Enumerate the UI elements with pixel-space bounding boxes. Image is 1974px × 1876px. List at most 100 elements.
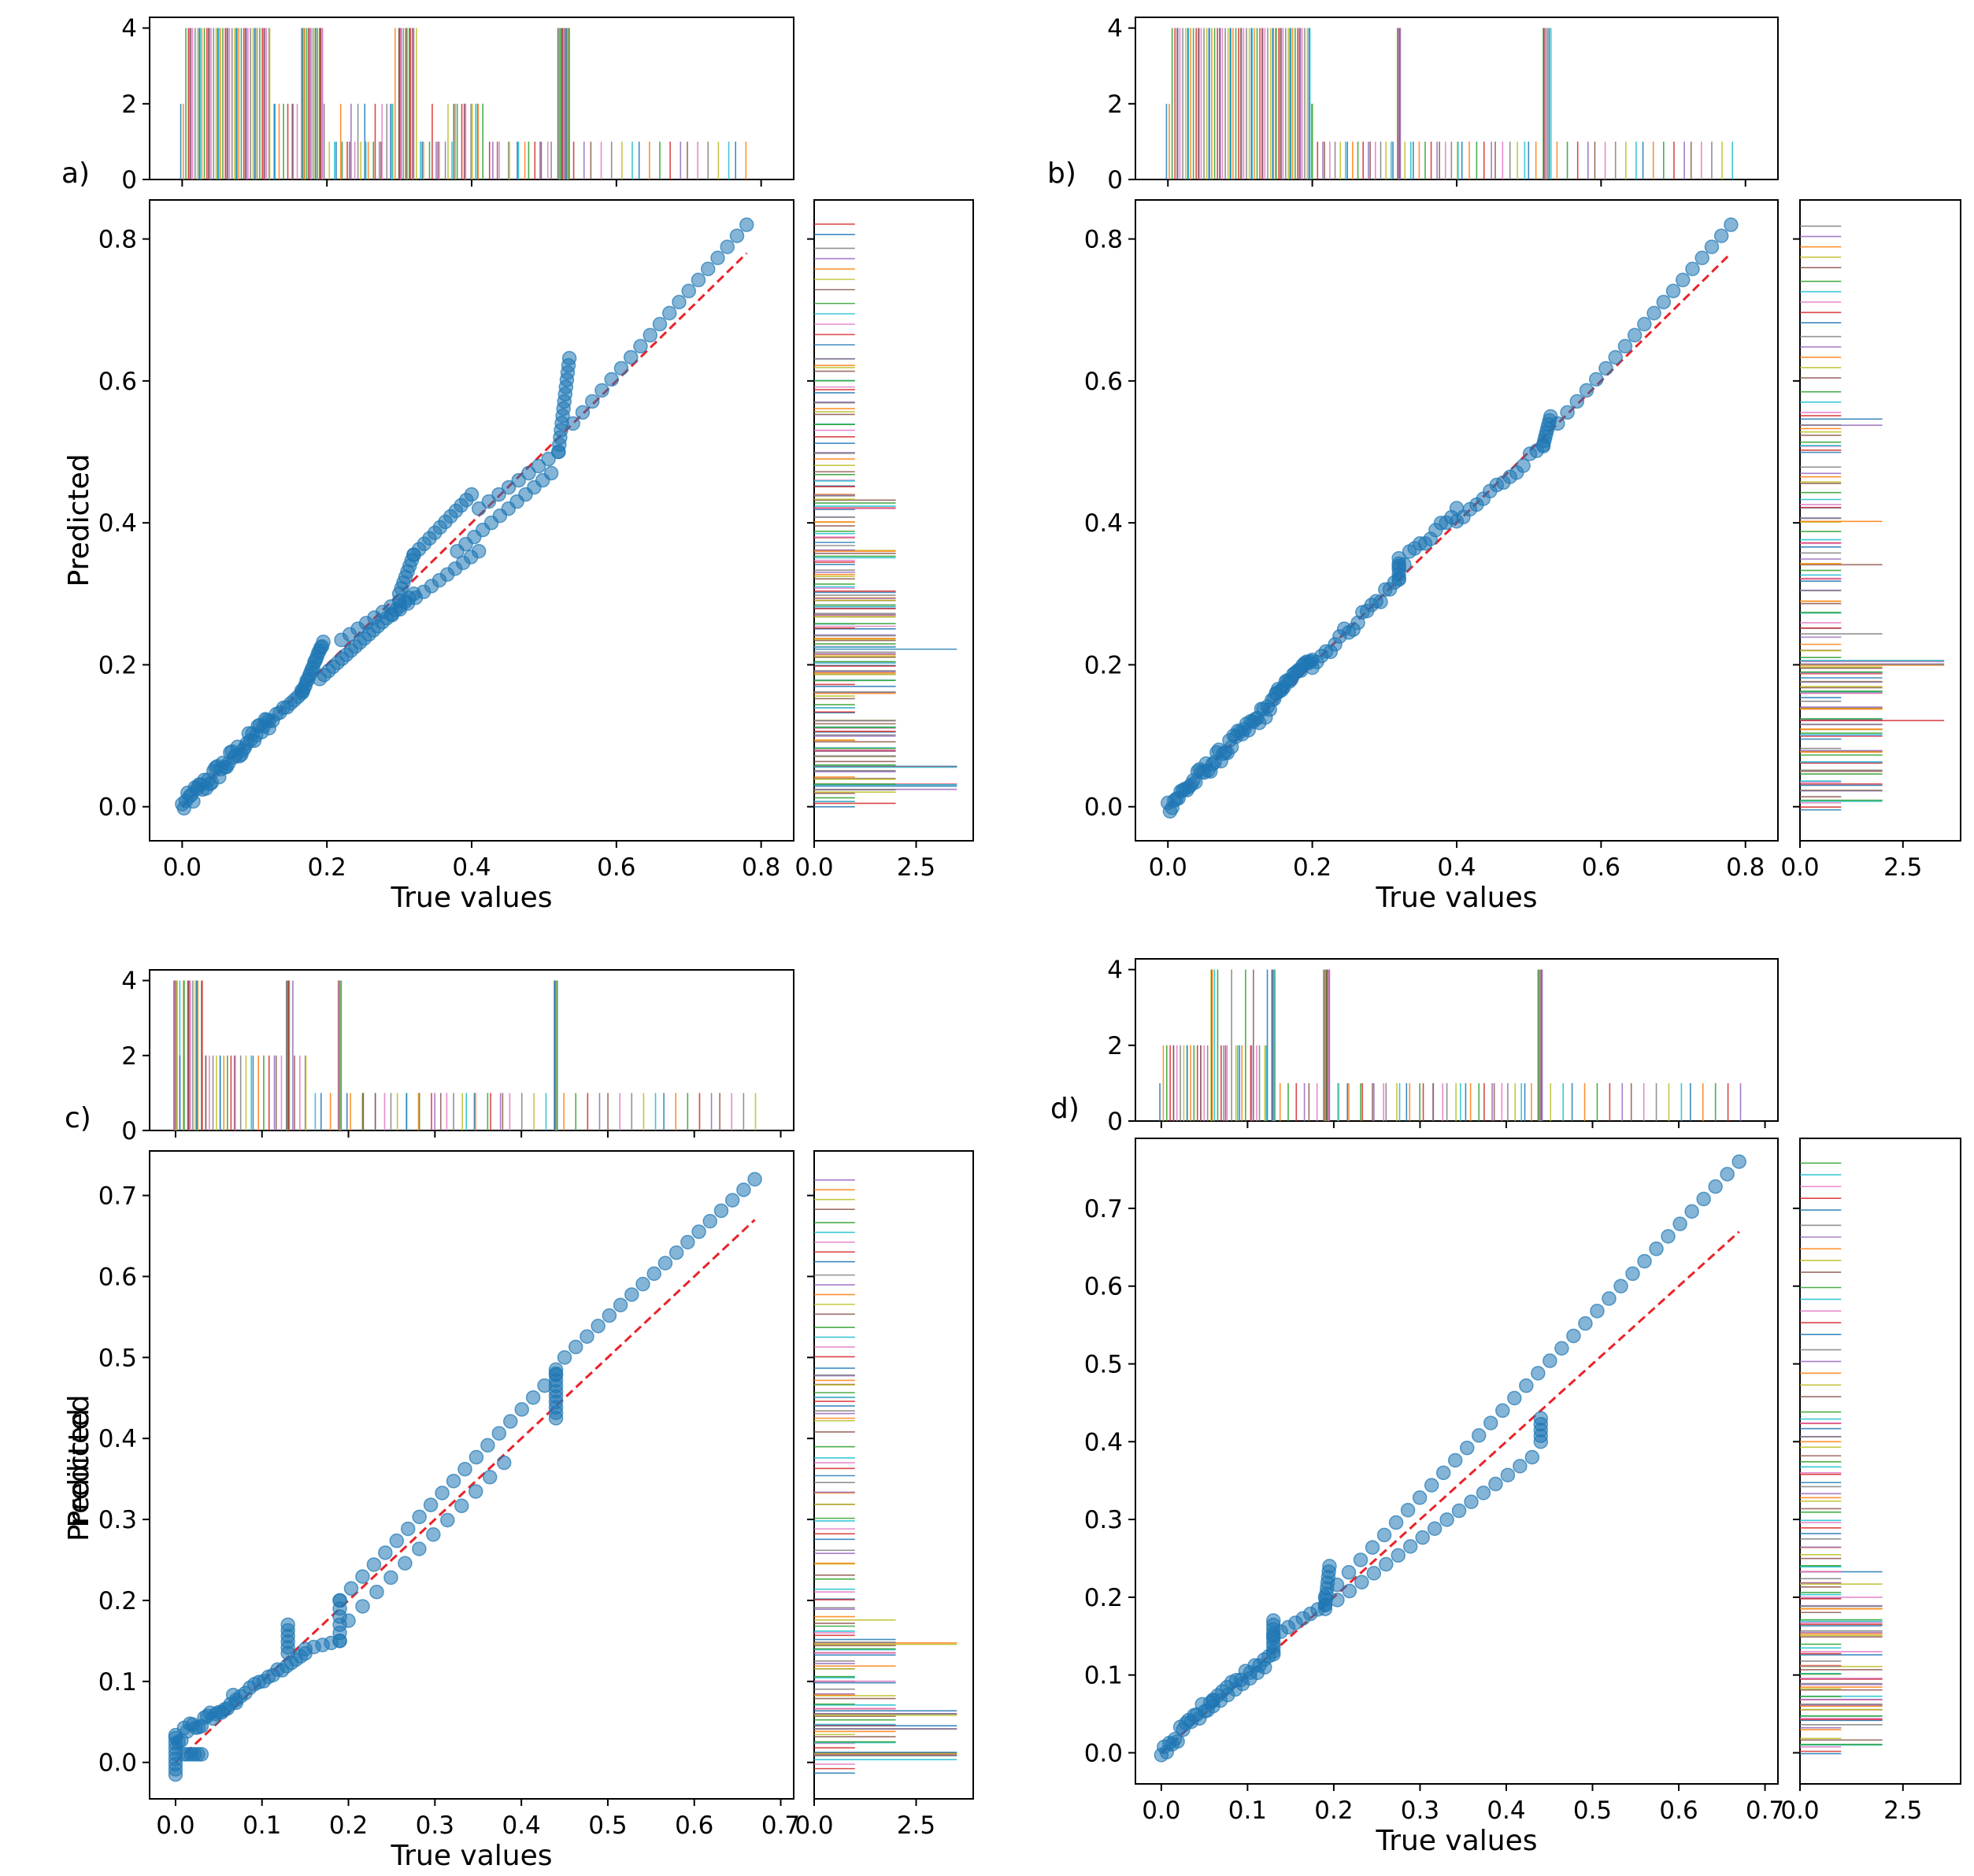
- hist-tick-label: 0: [121, 1117, 137, 1145]
- reference-line: [1160, 1230, 1740, 1754]
- x-tick-label: 0.0: [156, 1811, 194, 1840]
- y-tick-label: 0.0: [98, 794, 137, 822]
- y-axis-title: Predicted: [63, 1395, 95, 1528]
- data-point: [1388, 1515, 1404, 1530]
- data-point: [355, 1569, 370, 1584]
- x-tick-label: 0.6: [675, 1811, 713, 1840]
- y-tick-label: 0.0: [1084, 794, 1123, 822]
- data-point: [1627, 327, 1643, 343]
- y-tick-label: 0.7: [1084, 1195, 1123, 1223]
- main-axes-frame: [149, 1150, 794, 1800]
- data-point: [1439, 1512, 1454, 1527]
- hist-tick-label: 0: [121, 166, 137, 194]
- x-tick-label: 0.8: [1726, 853, 1765, 882]
- data-point: [1170, 1734, 1185, 1749]
- data-point: [1578, 1315, 1593, 1331]
- y-tick-label: 0.5: [98, 1344, 137, 1372]
- data-point: [561, 350, 577, 366]
- data-point: [1513, 1459, 1528, 1474]
- data-point: [623, 350, 639, 365]
- data-point: [468, 1484, 483, 1499]
- data-point: [613, 1297, 628, 1313]
- data-point: [423, 1497, 439, 1512]
- data-point: [426, 1527, 441, 1542]
- data-point: [1507, 1390, 1522, 1406]
- data-point: [594, 383, 609, 398]
- x-tick-label: 0.2: [308, 853, 346, 882]
- x-tick-label: 0.0: [1149, 853, 1187, 882]
- data-point: [480, 1438, 495, 1453]
- data-point: [724, 1193, 740, 1208]
- data-point: [668, 1245, 684, 1260]
- data-point: [1483, 1415, 1498, 1430]
- data-point: [1731, 1154, 1746, 1169]
- data-point: [1373, 594, 1388, 609]
- data-point: [1598, 361, 1613, 376]
- data-point: [355, 1599, 370, 1614]
- data-point: [501, 479, 517, 495]
- panel-label: a): [61, 157, 90, 190]
- y-tick-label: 0.6: [98, 368, 137, 396]
- data-point: [471, 543, 487, 559]
- data-point: [194, 1747, 209, 1762]
- data-point: [1713, 228, 1729, 243]
- data-point: [369, 1584, 384, 1600]
- top-histogram-bars: [180, 28, 747, 179]
- data-point: [457, 1461, 472, 1477]
- data-point: [343, 1581, 359, 1597]
- data-point: [1330, 1593, 1345, 1608]
- data-point: [1459, 1440, 1475, 1456]
- data-point: [446, 1474, 461, 1489]
- data-point: [1524, 1449, 1540, 1465]
- x-tick-label: 0.1: [243, 1811, 281, 1840]
- y-tick-label: 0.0: [1084, 1739, 1123, 1767]
- hist-tick-label: 0.0: [1780, 853, 1819, 882]
- x-tick-label: 0.3: [416, 1811, 454, 1840]
- panel-label: d): [1050, 1093, 1080, 1125]
- y-tick-label: 0.2: [98, 1587, 137, 1615]
- right-histogram-bars: [1800, 225, 1945, 811]
- data-point: [1617, 339, 1633, 354]
- data-point: [672, 294, 687, 309]
- data-point: [280, 1617, 295, 1633]
- data-point: [440, 1512, 455, 1528]
- data-point: [591, 1319, 606, 1334]
- data-point: [525, 1389, 541, 1405]
- data-point: [412, 1541, 427, 1556]
- data-point: [398, 1556, 413, 1571]
- right-histogram-bars: [814, 223, 957, 808]
- data-point: [1365, 1540, 1380, 1555]
- hist-tick-label: 2.5: [897, 853, 935, 882]
- data-point: [646, 1266, 661, 1282]
- x-tick-label: 0.2: [1314, 1796, 1353, 1825]
- x-tick-label: 0.5: [588, 1811, 627, 1840]
- data-point: [531, 458, 546, 474]
- data-point: [1435, 1465, 1451, 1481]
- top-histogram-bars: [1159, 969, 1742, 1121]
- data-point: [1696, 1191, 1711, 1207]
- right-histogram-frame: [1799, 1138, 1961, 1785]
- data-point: [1665, 283, 1681, 298]
- data-point: [1366, 1566, 1382, 1581]
- hist-tick-label: 2: [1107, 1032, 1123, 1060]
- data-point: [1589, 372, 1604, 387]
- x-tick-label: 0.4: [502, 1811, 540, 1840]
- y-tick-label: 0.6: [1084, 368, 1123, 396]
- data-point: [543, 465, 559, 481]
- data-point: [700, 261, 716, 276]
- y-tick-label: 0.3: [1084, 1506, 1123, 1534]
- data-point: [557, 1350, 572, 1365]
- data-point: [652, 316, 668, 332]
- data-point: [1322, 1559, 1337, 1574]
- scatter-points: [1161, 217, 1739, 819]
- data-point: [1656, 294, 1672, 309]
- data-point: [747, 1171, 762, 1187]
- data-point: [511, 472, 526, 488]
- data-point: [412, 1509, 427, 1525]
- data-point: [1608, 350, 1623, 365]
- data-point: [657, 1256, 673, 1271]
- top-histogram-frame: [1135, 17, 1779, 180]
- data-point: [613, 361, 629, 376]
- y-tick-label: 0.0: [98, 1749, 137, 1778]
- data-point: [681, 283, 696, 298]
